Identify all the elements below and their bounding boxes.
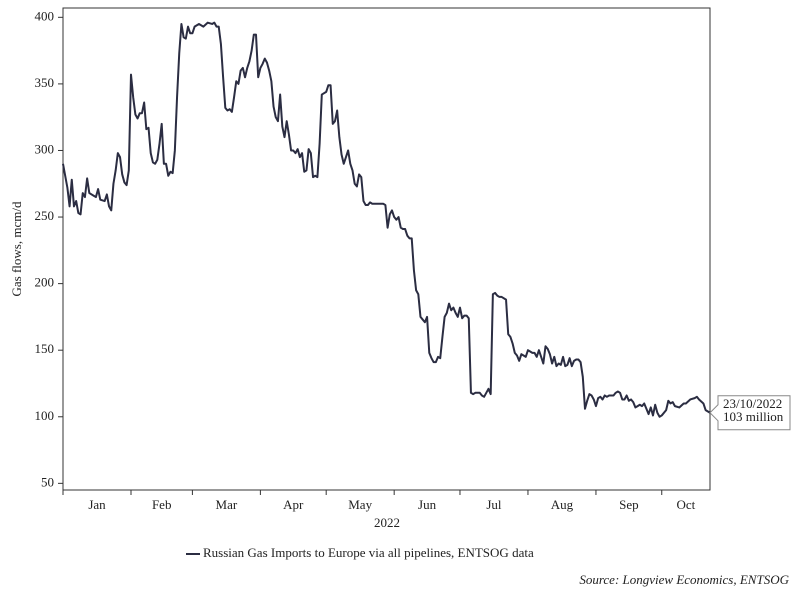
x-tick-label: May bbox=[348, 497, 372, 512]
y-tick-label: 100 bbox=[35, 408, 55, 423]
x-tick-label: Jul bbox=[486, 497, 502, 512]
x-tick-label: Sep bbox=[619, 497, 639, 512]
x-axis-label: 2022 bbox=[374, 515, 400, 530]
x-tick-label: Apr bbox=[283, 497, 304, 512]
annotation-text: 103 million bbox=[723, 409, 784, 424]
y-tick-label: 150 bbox=[35, 341, 55, 356]
x-tick-label: Mar bbox=[216, 497, 238, 512]
legend-label: Russian Gas Imports to Europe via all pi… bbox=[203, 545, 534, 560]
data-line bbox=[62, 21, 711, 418]
y-tick-label: 300 bbox=[35, 141, 55, 156]
x-tick-label: Aug bbox=[551, 497, 574, 512]
x-tick-label: Jan bbox=[88, 497, 106, 512]
y-tick-label: 200 bbox=[35, 275, 55, 290]
y-axis-label: Gas flows, mcm/d bbox=[9, 201, 24, 296]
x-tick-label: Jun bbox=[418, 497, 437, 512]
y-tick-label: 50 bbox=[41, 474, 54, 489]
x-tick-label: Feb bbox=[152, 497, 172, 512]
y-tick-label: 400 bbox=[35, 8, 55, 23]
plot-frame bbox=[62, 7, 711, 491]
y-tick-label: 350 bbox=[35, 75, 55, 90]
source-note: Source: Longview Economics, ENTSOG bbox=[579, 572, 789, 587]
annotation-box bbox=[709, 395, 791, 431]
y-tick-label: 250 bbox=[35, 208, 55, 223]
annotation-text: 23/10/2022 bbox=[723, 396, 782, 411]
x-tick-label: Oct bbox=[676, 497, 695, 512]
